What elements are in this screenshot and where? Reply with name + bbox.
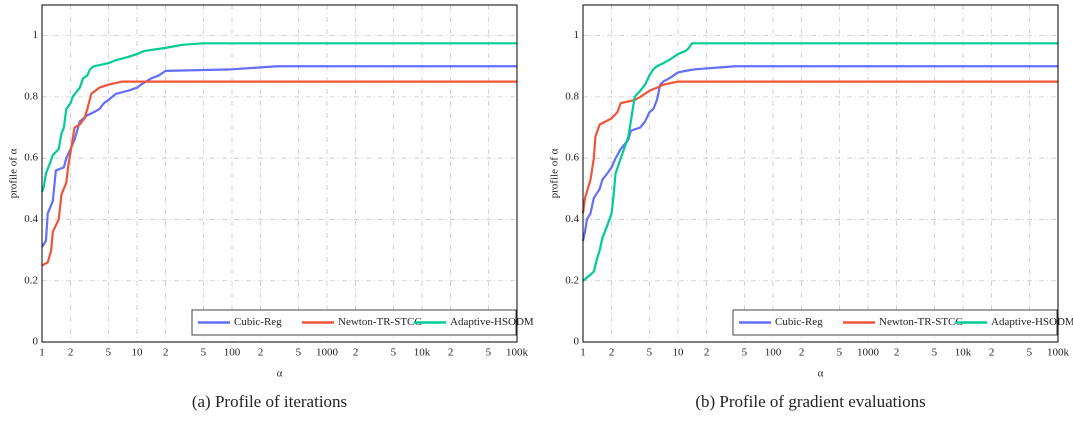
x-tick-label: 5 bbox=[296, 347, 302, 359]
x-tick-label: 2 bbox=[258, 347, 264, 359]
plot-frame bbox=[41, 4, 518, 343]
x-tick-label: 5 bbox=[932, 347, 938, 359]
plot-frame bbox=[582, 4, 1059, 343]
x-tick-label: 1 bbox=[580, 347, 586, 359]
x-axis-label: α bbox=[277, 368, 283, 380]
y-axis-label: profile of α bbox=[549, 148, 561, 198]
x-tick-label: 5 bbox=[837, 347, 843, 359]
x-tick-label: 10k bbox=[955, 347, 972, 359]
series-line bbox=[582, 42, 1058, 282]
x-tick-label: 5 bbox=[742, 347, 748, 359]
x-tick-label: 2 bbox=[353, 347, 359, 359]
y-tick-label: 0.2 bbox=[24, 274, 38, 286]
x-tick-label: 2 bbox=[894, 347, 900, 359]
x-tick-label: 10 bbox=[673, 347, 685, 359]
legend-label: Cubic-Reg bbox=[775, 316, 823, 328]
y-tick-label: 1 bbox=[33, 29, 39, 41]
x-tick-label: 100k bbox=[506, 347, 529, 359]
legend-label: Newton-TR-STCG bbox=[879, 316, 963, 328]
x-tick-label: 10 bbox=[132, 347, 144, 359]
series-line bbox=[581, 80, 1058, 214]
y-tick-label: 0.8 bbox=[565, 90, 579, 102]
x-tick-label: 5 bbox=[647, 347, 653, 359]
y-tick-label: 0.6 bbox=[24, 152, 38, 164]
x-tick-label: 5 bbox=[391, 347, 397, 359]
x-tick-label: 2 bbox=[704, 347, 710, 359]
y-axis-label: profile of α bbox=[8, 148, 20, 198]
legend-label: Newton-TR-STCG bbox=[338, 316, 422, 328]
x-tick-label: 5 bbox=[201, 347, 207, 359]
x-tick-label: 2 bbox=[799, 347, 805, 359]
y-tick-label: 0.4 bbox=[24, 213, 38, 225]
x-tick-label: 2 bbox=[163, 347, 169, 359]
x-tick-label: 5 bbox=[486, 347, 492, 359]
series-line bbox=[41, 65, 517, 248]
y-tick-label: 0.8 bbox=[24, 90, 38, 102]
x-tick-label: 2 bbox=[989, 347, 995, 359]
caption: (a) Profile of iterations bbox=[192, 392, 347, 411]
x-tick-label: 2 bbox=[68, 347, 74, 359]
legend: Cubic-Reg Newton-TR-STCG Adaptive-HSODM bbox=[191, 309, 534, 336]
x-tick-label: 10k bbox=[414, 347, 431, 359]
y-tick-label: 0.6 bbox=[565, 152, 579, 164]
legend-label: Adaptive-HSODM bbox=[450, 316, 534, 328]
series-line bbox=[581, 65, 1058, 242]
y-tick-label: 0 bbox=[574, 336, 580, 348]
x-tick-label: 2 bbox=[609, 347, 615, 359]
legend-box bbox=[191, 309, 517, 336]
caption: (b) Profile of gradient evaluations bbox=[695, 392, 925, 411]
x-tick-label: 100 bbox=[224, 347, 241, 359]
x-tick-label: 1000 bbox=[857, 347, 880, 359]
y-tick-label: 0 bbox=[33, 336, 39, 348]
x-tick-label: 2 bbox=[448, 347, 454, 359]
x-tick-label: 1 bbox=[39, 347, 45, 359]
legend: Cubic-Reg Newton-TR-STCG Adaptive-HSODM bbox=[732, 309, 1073, 336]
legend-box bbox=[732, 309, 1058, 336]
series-line bbox=[41, 80, 517, 267]
x-tick-label: 5 bbox=[1027, 347, 1033, 359]
x-tick-label: 1000 bbox=[316, 347, 339, 359]
y-tick-label: 0.4 bbox=[565, 213, 579, 225]
x-tick-label: 100 bbox=[765, 347, 782, 359]
y-tick-label: 1 bbox=[574, 29, 580, 41]
x-axis-label: α bbox=[818, 368, 824, 380]
series-line bbox=[40, 42, 517, 193]
x-tick-label: 5 bbox=[106, 347, 112, 359]
legend-label: Cubic-Reg bbox=[234, 316, 282, 328]
legend-label: Adaptive-HSODM bbox=[991, 316, 1073, 328]
x-tick-label: 100k bbox=[1047, 347, 1070, 359]
y-tick-label: 0.2 bbox=[565, 274, 579, 286]
